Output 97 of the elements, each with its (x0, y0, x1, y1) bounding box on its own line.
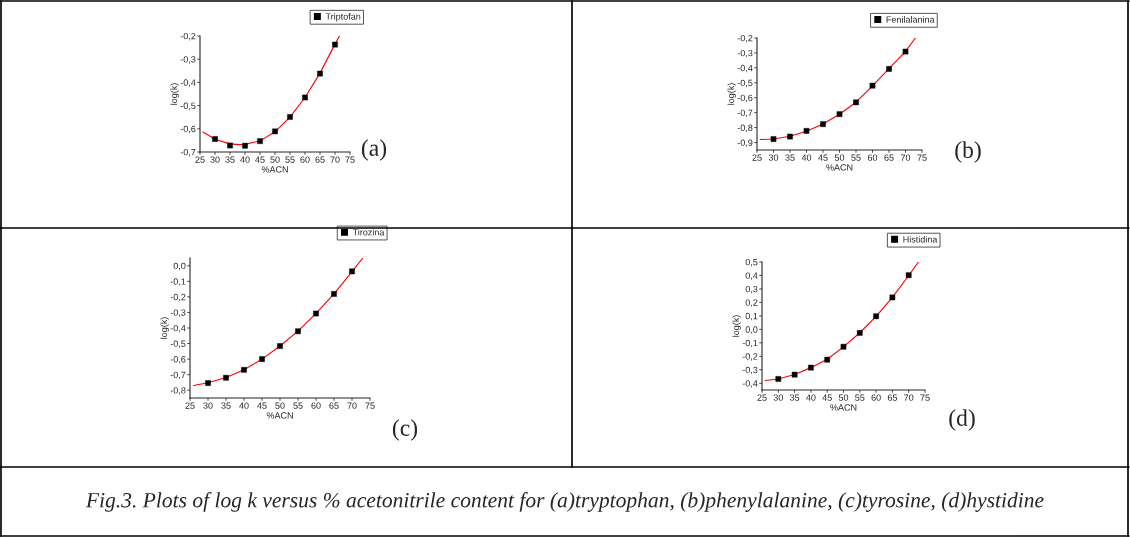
y-tick-label: 0,2 (745, 299, 758, 307)
x-tick-label: 75 (920, 394, 930, 401)
text: (a) (361, 139, 387, 161)
x-axis-title: %ACN (830, 404, 857, 411)
x-tick-label: 75 (345, 156, 355, 163)
line-series (759, 38, 916, 141)
x-tick-label: 30 (773, 394, 783, 401)
line-series (193, 258, 364, 387)
x-tick-label: 25 (185, 402, 195, 409)
x-axis-title: %ACN (826, 164, 853, 171)
x-tick-label: 65 (329, 402, 339, 409)
y-tick-label: -0,4 (742, 380, 758, 388)
x-tick-label: 70 (330, 156, 340, 163)
x-tick-label: 60 (311, 402, 321, 409)
y-tick-label: 0,1 (745, 312, 758, 321)
x-tick-label: 35 (789, 394, 800, 401)
y-tick-label: -0,7 (180, 148, 196, 157)
y-tick-label: 0,3 (745, 285, 758, 294)
x-tick-label: 50 (838, 394, 849, 401)
x-tick-label: 50 (275, 402, 285, 409)
x-tick-label: 30 (203, 402, 213, 409)
x-tick-label: 35 (785, 154, 795, 161)
x-tick-label: 50 (270, 156, 280, 163)
caption: Fig.3. Plots of log k versus % acetonitrile content for (a)tryptophan, (b)phenylalanine, (c)tyrosine, (d)hystidine (85, 492, 1044, 512)
x-axis-title: %ACN (261, 166, 288, 173)
y-tick-label: -0,2 (737, 34, 753, 43)
y-axis-title: log(k) (160, 317, 169, 339)
x-tick-label: 45 (257, 402, 267, 409)
y-tick-label: -0,8 (737, 124, 753, 133)
y-axis-title: log(k) (732, 315, 741, 337)
legend-label: Fenilalanina (886, 16, 935, 23)
y-tick-label: -0,3 (180, 56, 196, 64)
y-tick-label: -0,7 (737, 109, 753, 118)
y-tick-label: -0,9 (737, 139, 753, 147)
x-tick-label: 45 (822, 394, 832, 401)
y-tick-label: -0,6 (180, 125, 196, 134)
y-tick-label: -0,2 (170, 293, 186, 302)
y-tick-label: -0,4 (737, 64, 753, 73)
line-series (764, 262, 920, 382)
x-tick-label: 70 (347, 402, 357, 409)
y-tick-label: -0,4 (170, 324, 186, 333)
y-tick-label: 0,5 (745, 258, 758, 267)
x-tick-label: 60 (871, 394, 881, 401)
x-tick-label: 75 (917, 154, 927, 161)
y-axis-title: log(k) (170, 83, 179, 105)
x-tick-label: 55 (285, 156, 295, 163)
text: (d) (949, 409, 975, 431)
y-axis-title: log(k) (727, 83, 736, 105)
x-tick-label: 35 (221, 402, 231, 409)
y-tick-label: -0,1 (742, 339, 758, 348)
y-tick-label: 0,0 (745, 326, 758, 334)
y-tick-label: -0,5 (737, 79, 753, 88)
x-tick-label: 50 (834, 154, 845, 161)
x-tick-label: 70 (900, 154, 911, 161)
y-tick-label: 0,0 (173, 262, 186, 271)
y-tick-label: -0,3 (737, 49, 753, 58)
x-tick-label: 45 (818, 154, 828, 161)
legend-label: Triptofan (325, 13, 361, 22)
x-tick-label: 75 (365, 402, 375, 409)
x-tick-label: 55 (851, 154, 861, 161)
legend-label: Tirozina (352, 228, 385, 236)
y-tick-label: -0,5 (180, 102, 196, 111)
x-tick-label: 30 (210, 156, 220, 163)
y-tick-label: -0,7 (170, 371, 186, 380)
y-tick-label: -0,8 (170, 387, 186, 395)
x-tick-label: 40 (240, 156, 250, 163)
x-tick-label: 55 (293, 402, 303, 409)
x-tick-label: 60 (300, 156, 310, 163)
y-tick-label: -0,3 (742, 366, 758, 375)
x-tick-label: 25 (757, 394, 767, 401)
y-tick-label: -0,6 (170, 356, 186, 364)
legend-label: Histidina (903, 235, 938, 243)
y-tick-label: -0,6 (737, 94, 753, 103)
x-tick-label: 40 (806, 394, 816, 401)
x-axis-title: %ACN (266, 412, 293, 419)
x-tick-label: 30 (768, 154, 779, 161)
x-tick-label: 65 (315, 156, 325, 163)
text: (b) (955, 141, 981, 163)
x-tick-label: 70 (904, 394, 914, 401)
x-tick-label: 35 (225, 156, 235, 163)
text: (c) (392, 419, 418, 441)
y-tick-label: -0,2 (742, 353, 758, 361)
x-tick-label: 40 (801, 154, 812, 161)
x-tick-label: 55 (855, 394, 865, 401)
x-tick-label: 65 (884, 154, 894, 161)
y-tick-label: -0,2 (180, 32, 196, 41)
y-tick-label: 0,4 (745, 272, 758, 280)
y-tick-label: -0,3 (170, 309, 186, 317)
y-tick-label: -0,4 (180, 79, 196, 87)
x-tick-label: 65 (887, 394, 898, 401)
x-tick-label: 45 (255, 156, 265, 163)
x-tick-label: 25 (195, 156, 205, 163)
y-tick-label: -0,1 (170, 278, 186, 286)
x-tick-label: 40 (239, 402, 249, 409)
y-tick-label: -0,5 (170, 340, 186, 348)
x-tick-label: 25 (752, 154, 762, 161)
x-tick-label: 60 (867, 154, 878, 161)
